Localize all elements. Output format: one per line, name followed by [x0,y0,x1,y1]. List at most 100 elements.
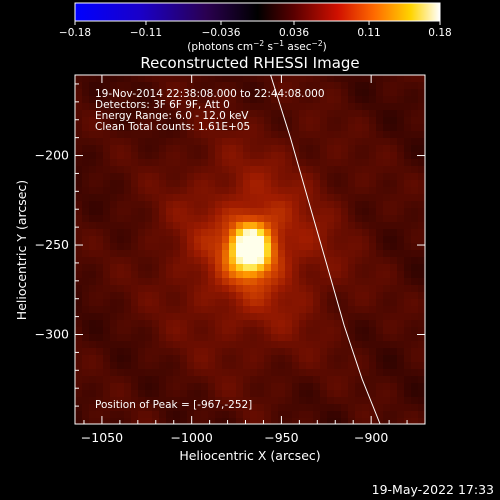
heatmap-cell [152,257,160,265]
heatmap-cell [390,313,398,321]
heatmap-cell [383,215,391,223]
heatmap-cell [355,117,363,125]
heatmap-cell [411,397,419,405]
heatmap-cell [418,75,425,83]
heatmap-cell [166,299,174,307]
heatmap-cell [348,89,356,97]
heatmap-cell [418,341,425,349]
heatmap-cell [243,173,251,181]
heatmap-cell [355,411,363,419]
heatmap-cell [250,159,258,167]
heatmap-cell [397,306,405,314]
heatmap-cell [215,124,223,132]
heatmap-cell [159,327,167,335]
heatmap-cell [278,257,286,265]
x-tick-label: −1050 [81,430,123,445]
heatmap-cell [299,355,307,363]
heatmap-cell [418,306,425,314]
heatmap-cell [285,166,293,174]
heatmap-cell [236,404,244,412]
heatmap-cell [243,229,251,237]
heatmap-cell [264,348,272,356]
heatmap-cell [327,229,335,237]
heatmap-cell [404,194,412,202]
heatmap-cell [306,75,314,83]
heatmap-cell [117,411,125,419]
heatmap-cell [152,236,160,244]
heatmap-cell [404,201,412,209]
heatmap-cell [292,208,300,216]
heatmap-cell [201,229,209,237]
heatmap-cell [397,292,405,300]
heatmap-cell [187,299,195,307]
heatmap-cell [271,278,279,286]
heatmap-cell [348,117,356,125]
heatmap-cell [194,285,202,293]
heatmap-cell [75,418,83,424]
heatmap-cell [75,292,83,300]
heatmap-cell [124,306,132,314]
heatmap-cell [201,201,209,209]
heatmap-cell [236,397,244,405]
heatmap-cell [187,397,195,405]
heatmap-cell [180,306,188,314]
heatmap-cell [250,285,258,293]
heatmap-cell [152,89,160,97]
heatmap-cell [75,362,83,370]
heatmap-cell [152,313,160,321]
heatmap-cell [292,285,300,293]
heatmap-cell [397,103,405,111]
heatmap-cell [194,138,202,146]
heatmap-cell [173,215,181,223]
heatmap-cell [362,145,370,153]
heatmap-cell [404,390,412,398]
heatmap-cell [159,285,167,293]
heatmap-cell [376,82,384,90]
heatmap-cell [341,411,349,419]
heatmap-cell [250,208,258,216]
heatmap-cell [138,89,146,97]
heatmap-cell [124,173,132,181]
heatmap-cell [285,96,293,104]
heatmap-cell [418,355,425,363]
heatmap-cell [264,341,272,349]
heatmap-cell [152,264,160,272]
heatmap-cell [362,124,370,132]
heatmap-cell [201,264,209,272]
heatmap-cell [187,159,195,167]
footer-timestamp: 19-May-2022 17:33 [372,482,494,497]
heatmap-cell [404,222,412,230]
heatmap-cell [89,376,97,384]
heatmap-cell [383,117,391,125]
heatmap-cell [278,404,286,412]
heatmap-cell [313,397,321,405]
heatmap-cell [117,341,125,349]
heatmap-cell [215,418,223,424]
heatmap-cell [103,313,111,321]
heatmap-cell [390,285,398,293]
heatmap-cell [278,341,286,349]
heatmap-cell [180,334,188,342]
heatmap-cell [222,124,230,132]
heatmap-cell [313,131,321,139]
heatmap-cell [404,404,412,412]
heatmap-cell [355,215,363,223]
heatmap-cell [117,131,125,139]
heatmap-cell [278,110,286,118]
heatmap-cell [236,145,244,153]
heatmap-cell [397,271,405,279]
heatmap-cell [299,82,307,90]
heatmap-cell [292,124,300,132]
heatmap-cell [131,278,139,286]
heatmap-cell [103,355,111,363]
heatmap-cell [89,243,97,251]
heatmap-cell [201,397,209,405]
heatmap-cell [320,355,328,363]
heatmap-cell [215,390,223,398]
heatmap-cell [313,159,321,167]
heatmap-cell [264,299,272,307]
heatmap-cell [236,82,244,90]
heatmap-cell [411,278,419,286]
heatmap-cell [264,264,272,272]
heatmap-cell [306,271,314,279]
